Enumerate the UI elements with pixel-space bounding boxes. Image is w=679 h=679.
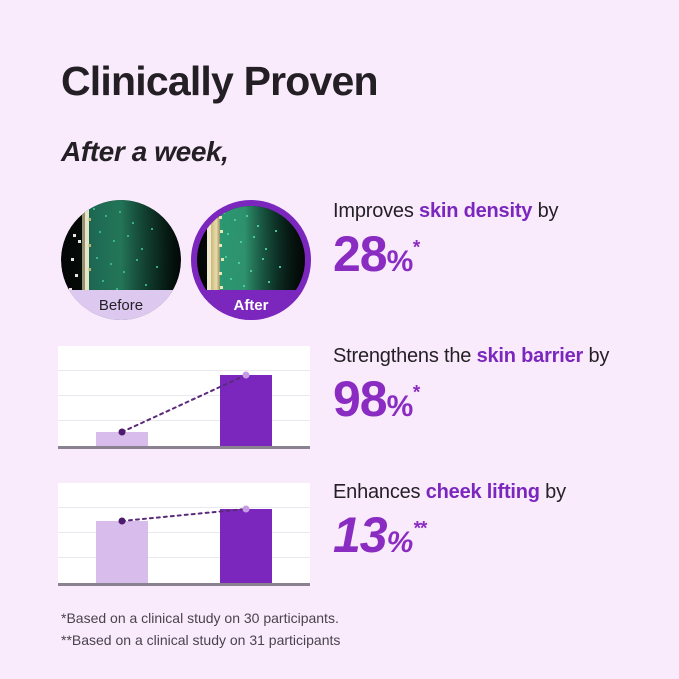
gridline — [58, 532, 310, 533]
stat-unit: % — [386, 245, 414, 278]
footnotes: *Based on a clinical study on 30 partici… — [61, 608, 340, 651]
before-label: Before — [61, 290, 181, 320]
after-label: After — [191, 290, 311, 320]
bar-after — [220, 375, 272, 446]
gridline — [58, 507, 310, 508]
gridline — [58, 370, 310, 371]
stat-highlight: skin barrier — [476, 345, 584, 367]
bar-before — [96, 521, 148, 583]
trend-line-chart-2 — [118, 371, 250, 436]
chart-baseline — [58, 446, 310, 449]
stat-prefix: Strengthens the — [333, 345, 477, 367]
gridline — [58, 420, 310, 421]
stat-cheek-lifting-value: 13%** — [333, 510, 566, 560]
stat-skin-barrier-value: 98%* — [333, 374, 609, 424]
footnote-single-star: *Based on a clinical study on 30 partici… — [61, 610, 339, 626]
stat-unit: % — [386, 526, 414, 559]
before-image-circle: Before — [61, 200, 181, 320]
stat-suffix: by — [539, 481, 566, 503]
after-image-circle: After — [191, 200, 311, 320]
bar-after — [220, 509, 272, 583]
footnote-double-star: **Based on a clinical study on 31 partic… — [61, 631, 341, 648]
gridline — [58, 557, 310, 558]
stat-highlight: skin density — [419, 200, 533, 222]
chart-baseline — [58, 583, 310, 586]
stat-skin-barrier: Strengthens the skin barrier by 98%* — [333, 345, 609, 424]
stat-unit: % — [386, 390, 414, 423]
trend-line-chart-3 — [118, 505, 250, 525]
stat-skin-density-heading: Improves skin density by — [333, 200, 559, 223]
gridline — [58, 395, 310, 396]
stat-skin-density: Improves skin density by 28%* — [333, 200, 559, 279]
stat-cheek-lifting: Enhances cheek lifting by 13%** — [333, 481, 566, 560]
stat-skin-density-value: 28%* — [333, 229, 558, 279]
stat-footnote-marker: * — [412, 237, 420, 259]
stat-number: 28 — [333, 226, 388, 282]
stat-suffix: by — [583, 345, 610, 367]
stat-prefix: Enhances — [333, 481, 426, 503]
stat-footnote-marker: * — [412, 382, 420, 404]
chart-cheek-lifting — [58, 483, 310, 586]
bar-before — [96, 432, 148, 446]
stat-cheek-lifting-heading: Enhances cheek lifting by — [333, 481, 566, 504]
stat-footnote-marker: ** — [412, 518, 427, 540]
stat-suffix: by — [532, 200, 559, 222]
chart-skin-barrier — [58, 346, 310, 449]
page-subtitle: After a week, — [61, 136, 229, 167]
stat-number: 13 — [333, 507, 388, 563]
stat-number: 98 — [333, 371, 388, 427]
page-title: Clinically Proven — [61, 58, 379, 104]
stat-highlight: cheek lifting — [425, 481, 540, 503]
stat-skin-barrier-heading: Strengthens the skin barrier by — [333, 345, 609, 368]
stat-prefix: Improves — [333, 200, 420, 222]
